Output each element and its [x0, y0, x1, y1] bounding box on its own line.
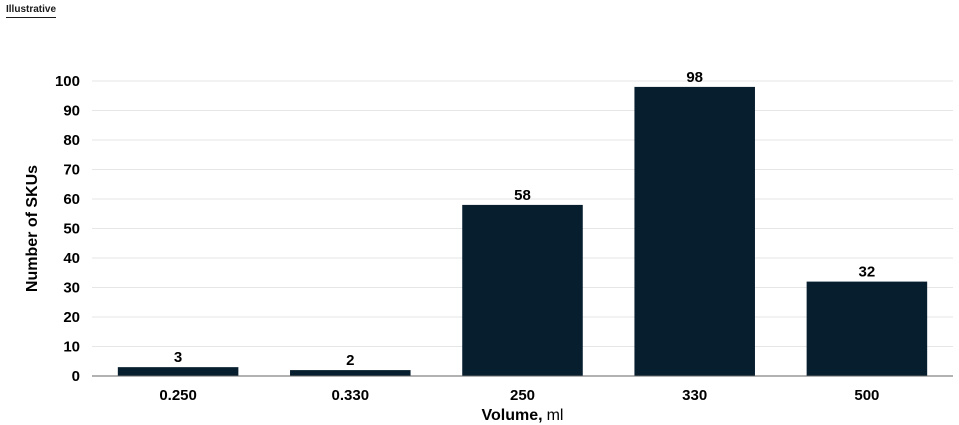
bar — [806, 281, 928, 376]
y-tick-label: 50 — [63, 221, 80, 238]
illustrative-tag: Illustrative — [6, 4, 57, 18]
y-tick-label: 40 — [63, 250, 80, 267]
y-tick-label: 20 — [63, 309, 80, 326]
x-axis-unit: ml — [547, 407, 564, 424]
x-axis-title: Volume, ml — [482, 407, 564, 424]
x-tick-label: 0.330 — [332, 387, 370, 404]
y-tick-label: 30 — [63, 280, 80, 297]
y-tick-label: 90 — [63, 103, 80, 120]
y-tick-label: 60 — [63, 191, 80, 208]
y-axis-title: Number of SKUs — [24, 165, 41, 292]
bar — [634, 86, 755, 377]
y-tick-label: 10 — [63, 339, 80, 356]
x-tick-label: 0.250 — [159, 387, 197, 404]
x-tick-label: 500 — [854, 387, 879, 404]
data-label: 2 — [346, 352, 354, 369]
bars — [117, 86, 928, 377]
data-label: 32 — [859, 264, 876, 281]
bar — [117, 367, 239, 376]
data-label: 58 — [514, 187, 531, 204]
y-tick-label: 0 — [72, 368, 80, 385]
y-tick-label: 100 — [55, 73, 80, 90]
x-tick-label: 250 — [510, 387, 535, 404]
x-axis-title-text: Volume, — [482, 407, 543, 424]
data-label: 98 — [686, 69, 703, 86]
bar — [462, 204, 583, 376]
y-tick-label: 70 — [63, 162, 80, 179]
x-tick-label: 330 — [682, 387, 707, 404]
data-label: 3 — [174, 349, 182, 366]
y-tick-label: 80 — [63, 132, 80, 149]
bar — [290, 370, 411, 376]
y-axis-ticks: 0 10 20 30 40 50 60 70 80 90 100 — [55, 73, 80, 385]
x-axis-ticks: 0.250 0.330 250 330 500 — [159, 387, 879, 404]
